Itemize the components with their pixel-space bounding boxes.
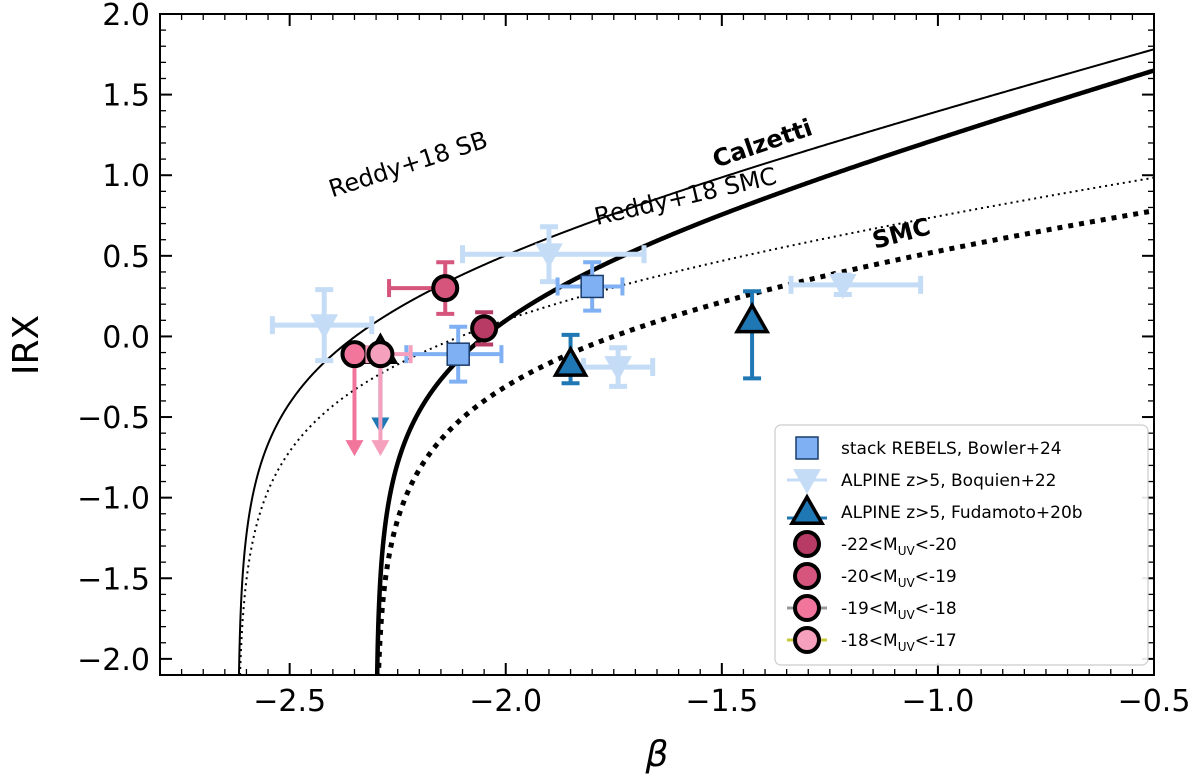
x-tick-label: −0.5 xyxy=(1118,684,1191,719)
legend-label: ALPINE z>5, Boquien+22 xyxy=(841,471,1056,491)
legend-label-text: -18<M xyxy=(841,631,898,651)
point-triangle-down xyxy=(581,345,656,389)
axis-ticks: −2.5 −2.0 −1.5 −1.0 −0.5 2.0 1.5 1.0 0.5 0.0 −0.5 −… xyxy=(77,0,1190,719)
x-tick-label: −1.5 xyxy=(685,684,758,719)
circle-marker xyxy=(470,314,499,343)
legend-square-marker xyxy=(795,436,819,460)
model-curves xyxy=(237,48,1154,675)
y-tick-label: 0.0 xyxy=(102,320,150,355)
point-triangle-down xyxy=(788,272,924,299)
legend-label-text: -20<M xyxy=(841,567,898,587)
point-triangle-up xyxy=(734,289,771,381)
circle-marker xyxy=(431,274,460,303)
legend-entry: stack REBELS, Bowler+24 xyxy=(795,436,1062,460)
y-tick-label: −0.5 xyxy=(77,401,150,436)
curve-label: Reddy+18 SB xyxy=(325,126,491,204)
triangle-up-marker xyxy=(734,301,771,334)
x-tick-label: −2.5 xyxy=(253,684,326,719)
square-marker xyxy=(446,342,470,366)
legend-triangle-up-marker xyxy=(788,493,826,525)
legend-label-text: -22<M xyxy=(841,535,898,555)
legend-label-tail: <-17 xyxy=(915,631,957,651)
point-circle xyxy=(340,340,369,457)
legend-label: -20<MUV<-19 xyxy=(841,567,957,590)
point-circle xyxy=(387,260,460,316)
y-tick-label: 1.5 xyxy=(102,79,150,114)
legend-label: -19<MUV<-18 xyxy=(841,599,957,622)
legend-label-text: stack REBELS, Bowler+24 xyxy=(841,439,1062,459)
curve-label: SMC xyxy=(869,212,933,254)
circle-marker xyxy=(366,340,395,369)
point-triangle-up xyxy=(552,332,589,386)
legend-label-text: ALPINE z>5, Boquien+22 xyxy=(841,471,1056,491)
legend-label-tail: <-19 xyxy=(915,567,957,587)
triangle-down-marker xyxy=(604,356,632,382)
x-tick-label: −1.0 xyxy=(901,684,974,719)
legend-label-tail: <-18 xyxy=(915,599,957,619)
square-marker xyxy=(580,274,604,299)
legend-label-text: -19<M xyxy=(841,599,898,619)
legend-label: stack REBELS, Bowler+24 xyxy=(841,439,1062,459)
triangle-down-marker xyxy=(535,243,563,269)
x-tick-label: −2.0 xyxy=(469,684,542,719)
legend-label: -22<MUV<-20 xyxy=(841,535,957,558)
legend-label-subscript: UV xyxy=(898,640,916,654)
curve-smc xyxy=(375,208,1154,675)
curve-calzetti xyxy=(374,68,1154,675)
y-tick-label: −1.0 xyxy=(77,482,150,517)
legend-box xyxy=(774,424,1149,666)
arrow-head xyxy=(371,440,390,457)
curve-reddy-18-sb xyxy=(237,48,1154,675)
circle-marker xyxy=(340,340,369,369)
y-tick-label: −2.0 xyxy=(77,643,150,678)
legend-label: -18<MUV<-17 xyxy=(841,631,957,654)
legend-label-subscript: UV xyxy=(898,576,916,590)
y-tick-label: −1.5 xyxy=(77,562,150,597)
point-circle xyxy=(365,340,413,457)
legend-label: ALPINE z>5, Fudamoto+20b xyxy=(841,503,1083,523)
legend-circle-marker xyxy=(793,626,821,654)
point-square xyxy=(404,324,504,384)
legend-entry: ALPINE z>5, Boquien+22 xyxy=(787,469,1056,495)
point-triangle-down xyxy=(460,224,647,285)
x-axis-label: β xyxy=(645,734,669,775)
point-circle xyxy=(470,310,499,347)
data-points xyxy=(269,224,924,457)
legend: stack REBELS, Bowler+24 ALPINE z>5, Boqui… xyxy=(774,424,1149,666)
legend-entry: -18<MUV<-17 xyxy=(787,626,957,654)
legend-entry: -22<MUV<-20 xyxy=(793,530,957,558)
y-tick-label: 2.0 xyxy=(102,0,150,33)
y-tick-label: 1.0 xyxy=(102,159,150,194)
legend-circle-marker xyxy=(793,562,821,590)
legend-label-text: ALPINE z>5, Fudamoto+20b xyxy=(841,503,1083,523)
legend-label-subscript: UV xyxy=(898,544,916,558)
legend-circle-marker xyxy=(793,594,821,622)
legend-circle-marker xyxy=(793,530,821,558)
triangle-down-marker xyxy=(310,314,339,340)
point-square xyxy=(555,260,625,313)
legend-label-subscript: UV xyxy=(898,608,916,622)
legend-entry: -20<MUV<-19 xyxy=(793,562,957,590)
curve-reddy-18-smc xyxy=(239,176,1154,675)
curve-label: Reddy+18 SMC xyxy=(592,162,780,231)
legend-triangle-down-marker xyxy=(793,469,821,495)
point-triangle-down xyxy=(269,287,375,364)
legend-label-tail: <-20 xyxy=(915,535,957,555)
legend-entry: ALPINE z>5, Fudamoto+20b xyxy=(787,493,1083,525)
y-axis-label: IRX xyxy=(6,315,47,375)
y-tick-label: 0.5 xyxy=(102,240,150,275)
triangle-down-marker xyxy=(828,273,857,299)
legend-entry: -19<MUV<-18 xyxy=(787,594,957,622)
arrow-head xyxy=(345,440,364,457)
triangle-up-marker xyxy=(552,345,589,377)
